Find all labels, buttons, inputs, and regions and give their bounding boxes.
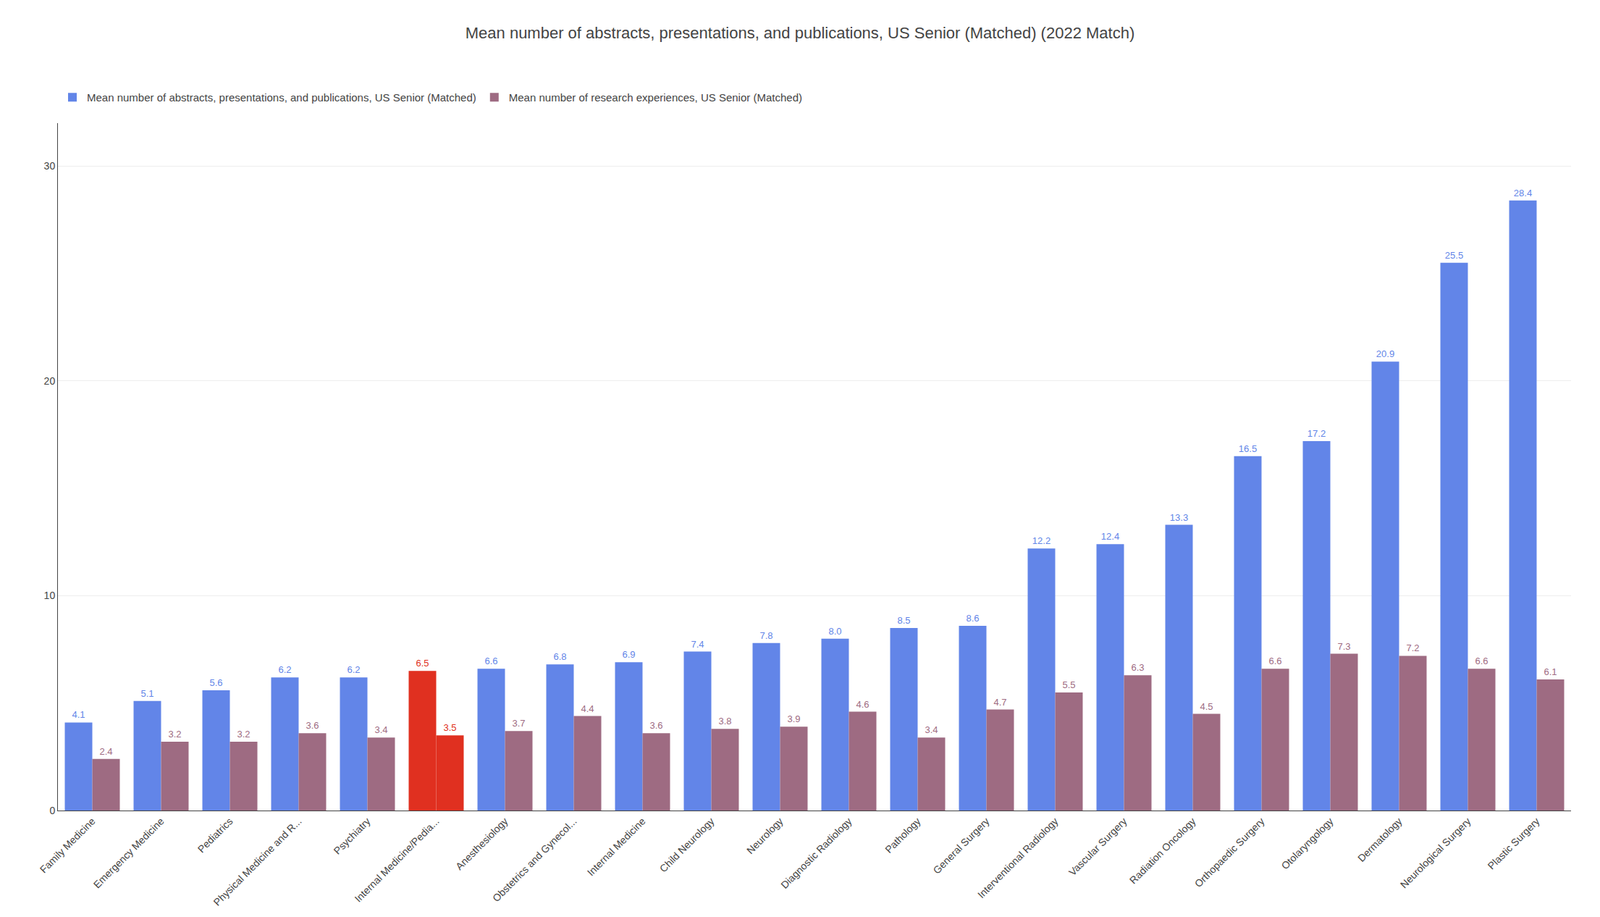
svg-text:6.9: 6.9 xyxy=(621,648,635,660)
svg-text:7.2: 7.2 xyxy=(1405,642,1420,654)
svg-text:Family Medicine: Family Medicine xyxy=(37,814,98,875)
svg-text:Internal Medicine/Pedia...: Internal Medicine/Pedia... xyxy=(352,815,442,905)
svg-text:3.6: 3.6 xyxy=(649,719,663,731)
svg-text:3.4: 3.4 xyxy=(374,723,388,735)
svg-text:3.4: 3.4 xyxy=(924,723,938,735)
svg-text:6.2: 6.2 xyxy=(278,663,292,675)
svg-text:Interventional Radiology: Interventional Radiology xyxy=(975,815,1061,901)
svg-text:4.7: 4.7 xyxy=(993,696,1007,708)
svg-text:Child Neurology: Child Neurology xyxy=(657,815,717,875)
svg-text:Anesthesiology: Anesthesiology xyxy=(453,815,510,872)
svg-text:7.4: 7.4 xyxy=(690,638,704,650)
svg-text:2.4: 2.4 xyxy=(99,745,113,757)
svg-text:10: 10 xyxy=(44,589,56,601)
svg-text:4.1: 4.1 xyxy=(71,708,85,720)
svg-text:4.6: 4.6 xyxy=(855,698,869,710)
svg-text:5.6: 5.6 xyxy=(209,676,223,688)
svg-text:Radiation Oncology: Radiation Oncology xyxy=(1127,815,1199,887)
svg-text:Neurological Surgery: Neurological Surgery xyxy=(1398,815,1474,891)
svg-text:5.1: 5.1 xyxy=(140,687,154,699)
svg-text:7.8: 7.8 xyxy=(759,629,773,641)
svg-text:20: 20 xyxy=(44,375,56,387)
svg-text:Mean number of research experi: Mean number of research experiences, US … xyxy=(508,91,803,104)
svg-text:Pediatrics: Pediatrics xyxy=(195,815,236,856)
svg-text:12.4: 12.4 xyxy=(1101,530,1120,542)
svg-text:Mean number of abstracts, pres: Mean number of abstracts, presentations,… xyxy=(465,23,1135,42)
svg-text:0: 0 xyxy=(49,804,56,816)
svg-text:Vascular Surgery: Vascular Surgery xyxy=(1066,815,1130,879)
svg-text:Psychiatry: Psychiatry xyxy=(331,815,373,857)
svg-text:16.5: 16.5 xyxy=(1238,443,1257,454)
svg-text:3.7: 3.7 xyxy=(511,717,525,729)
svg-text:4.5: 4.5 xyxy=(1199,700,1213,712)
svg-text:Dermatology: Dermatology xyxy=(1355,815,1404,864)
svg-text:General Surgery: General Surgery xyxy=(931,815,992,877)
svg-text:8.6: 8.6 xyxy=(965,612,979,624)
svg-text:3.8: 3.8 xyxy=(718,715,732,727)
svg-text:13.3: 13.3 xyxy=(1169,511,1189,523)
svg-text:3.5: 3.5 xyxy=(443,721,457,733)
svg-text:Plastic Surgery: Plastic Surgery xyxy=(1485,815,1543,872)
svg-text:7.3: 7.3 xyxy=(1337,640,1351,652)
svg-text:12.2: 12.2 xyxy=(1032,535,1051,546)
svg-text:30: 30 xyxy=(44,160,56,172)
svg-text:3.2: 3.2 xyxy=(167,728,181,740)
svg-text:20.9: 20.9 xyxy=(1376,348,1395,360)
svg-text:4.4: 4.4 xyxy=(580,702,594,714)
svg-text:8.5: 8.5 xyxy=(897,614,911,626)
svg-text:6.3: 6.3 xyxy=(1130,661,1144,673)
svg-text:Pathology: Pathology xyxy=(882,815,923,856)
svg-text:6.6: 6.6 xyxy=(1474,655,1488,667)
svg-text:Diagnostic Radiology: Diagnostic Radiology xyxy=(778,815,854,891)
svg-text:6.1: 6.1 xyxy=(1543,666,1557,677)
svg-text:Emergency Medicine: Emergency Medicine xyxy=(91,814,167,890)
svg-text:Obstetrics and Gynecol...: Obstetrics and Gynecol... xyxy=(490,815,579,904)
svg-text:28.4: 28.4 xyxy=(1513,187,1532,199)
svg-text:Orthopaedic Surgery: Orthopaedic Surgery xyxy=(1192,815,1267,890)
svg-text:17.2: 17.2 xyxy=(1307,427,1326,439)
svg-text:25.5: 25.5 xyxy=(1445,249,1464,261)
svg-text:8.0: 8.0 xyxy=(828,625,842,637)
svg-text:5.5: 5.5 xyxy=(1062,679,1076,690)
svg-text:3.2: 3.2 xyxy=(236,728,250,740)
svg-text:6.8: 6.8 xyxy=(553,650,567,662)
svg-text:6.6: 6.6 xyxy=(1268,655,1282,667)
svg-text:3.9: 3.9 xyxy=(786,713,800,724)
svg-text:3.6: 3.6 xyxy=(305,719,319,731)
svg-text:Otolaryngology: Otolaryngology xyxy=(1279,815,1336,872)
svg-text:6.2: 6.2 xyxy=(346,663,360,675)
svg-text:Mean number of abstracts, pres: Mean number of abstracts, presentations,… xyxy=(86,91,477,104)
svg-text:6.6: 6.6 xyxy=(484,655,498,667)
svg-text:Neurology: Neurology xyxy=(744,815,785,856)
svg-text:Internal Medicine: Internal Medicine xyxy=(584,814,648,878)
svg-text:Physical Medicine and R...: Physical Medicine and R... xyxy=(211,815,305,908)
svg-text:6.5: 6.5 xyxy=(415,657,429,669)
